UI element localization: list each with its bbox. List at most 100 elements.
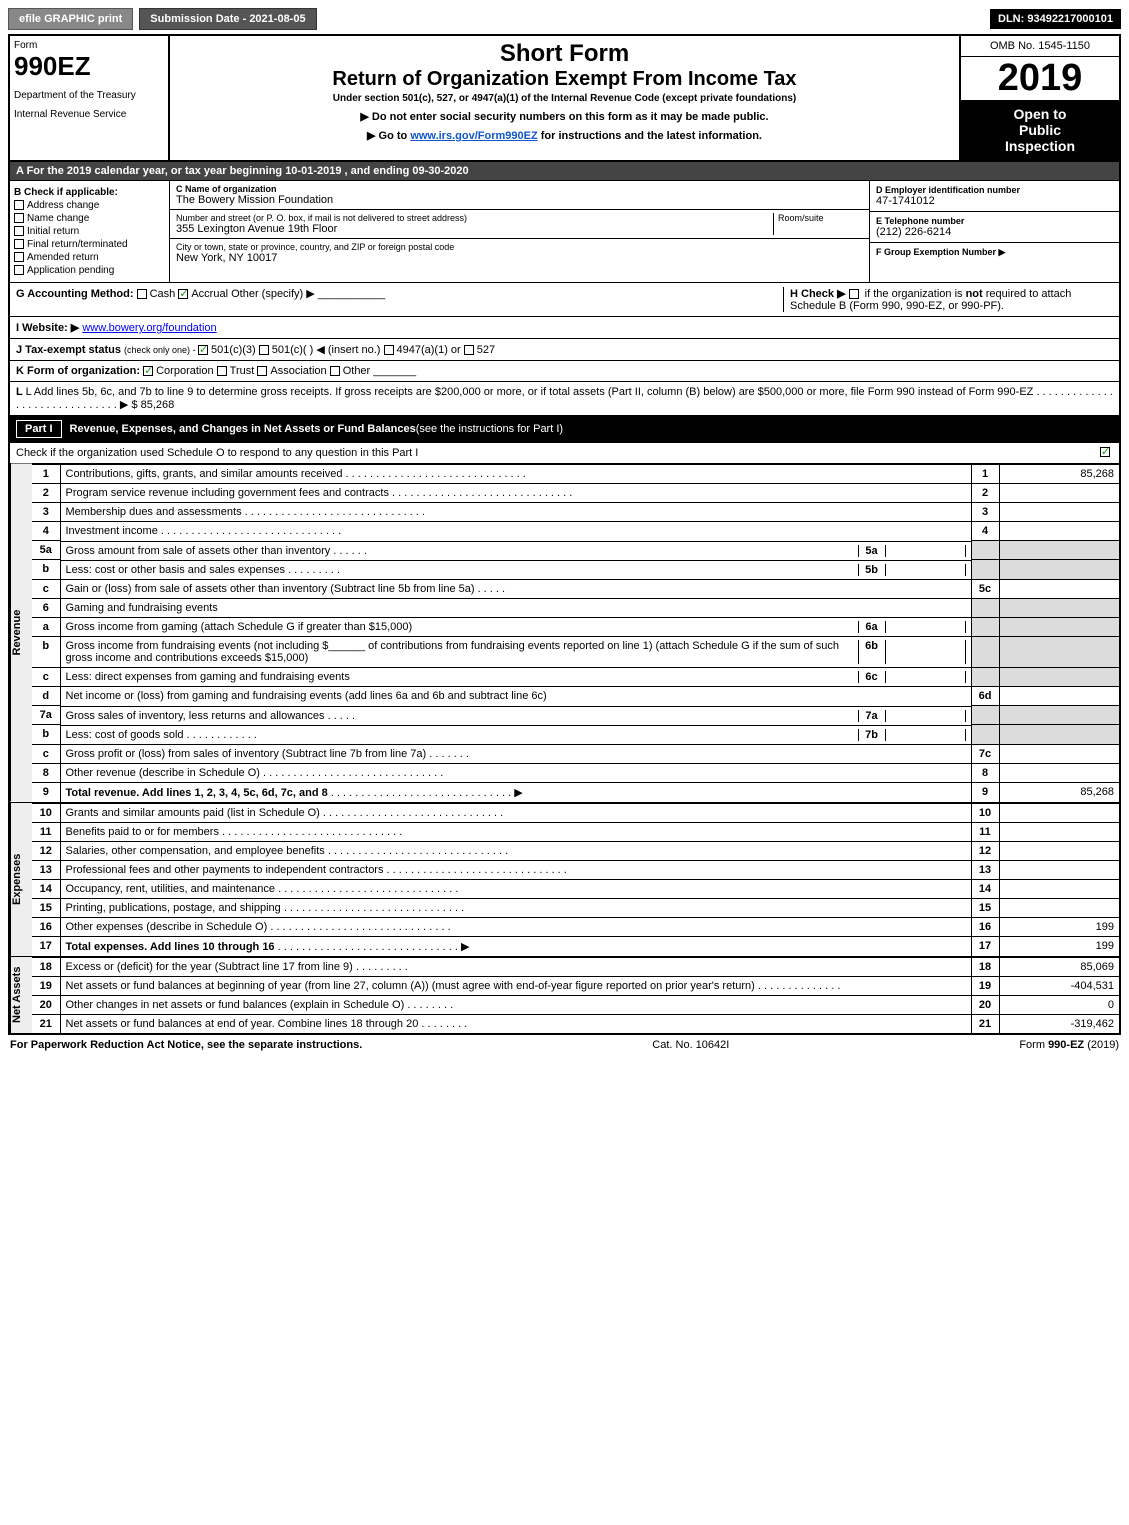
checkbox-icon[interactable] — [178, 289, 188, 299]
chk-label: Name change — [27, 213, 89, 224]
line-7a: 7a Gross sales of inventory, less returns… — [32, 706, 1119, 725]
street-row: Number and street (or P. O. box, if mail… — [170, 210, 869, 239]
goto-post: for instructions and the latest informat… — [538, 130, 762, 142]
chk-final-return[interactable]: Final return/terminated — [14, 239, 165, 250]
box-b-heading: B Check if applicable: — [14, 187, 165, 198]
j-501c3: 501(c)(3) — [211, 344, 256, 356]
form-frame: Form 990EZ Department of the Treasury In… — [8, 34, 1121, 1035]
chk-label: Address change — [27, 200, 99, 211]
checkbox-icon[interactable] — [330, 366, 340, 376]
sub-numlab: 7a — [858, 710, 886, 722]
line-text: Total expenses. Add lines 10 through 16 — [66, 941, 275, 953]
line-19: 19 Net assets or fund balances at beginni… — [32, 976, 1119, 995]
line-5a: 5aGross amount from sale of assets other… — [32, 541, 1119, 560]
checkbox-icon[interactable] — [257, 366, 267, 376]
amt: 199 — [999, 936, 1119, 956]
line-text: Excess or (deficit) for the year (Subtra… — [66, 961, 353, 973]
chk-label: Amended return — [27, 252, 99, 263]
sub-numlab: 6b — [858, 640, 886, 664]
numlab: 7c — [971, 744, 999, 763]
amt — [999, 803, 1119, 822]
checkbox-icon[interactable] — [14, 265, 24, 275]
line-3: 3Membership dues and assessments3 — [32, 503, 1119, 522]
line-4: 4Investment income4 — [32, 522, 1119, 541]
title-return: Return of Organization Exempt From Incom… — [178, 68, 951, 91]
amt — [999, 579, 1119, 598]
label-street: Number and street (or P. O. box, if mail… — [176, 213, 773, 223]
checkbox-icon[interactable] — [217, 366, 227, 376]
numlab: 9 — [971, 782, 999, 802]
label-website: I Website: ▶ — [16, 322, 79, 334]
chk-amended-return[interactable]: Amended return — [14, 252, 165, 263]
irs-link[interactable]: www.irs.gov/Form990EZ — [410, 130, 537, 142]
checkbox-icon[interactable] — [464, 345, 474, 355]
checkbox-icon[interactable] — [1100, 447, 1110, 457]
line-6b: bGross income from fundraising events (n… — [32, 636, 1119, 667]
line-text: Less: cost of goods sold — [66, 729, 184, 741]
website-link[interactable]: www.bowery.org/foundation — [82, 322, 216, 334]
row-gh: G Accounting Method: Cash Accrual Other … — [10, 283, 1119, 317]
checkbox-icon[interactable] — [14, 226, 24, 236]
line-6a: aGross income from gaming (attach Schedu… — [32, 617, 1119, 636]
checkbox-icon[interactable] — [14, 200, 24, 210]
line-text: Professional fees and other payments to … — [66, 864, 384, 876]
chk-application-pending[interactable]: Application pending — [14, 265, 165, 276]
line-text: Other changes in net assets or fund bala… — [66, 999, 405, 1011]
checkbox-icon[interactable] — [14, 239, 24, 249]
amt — [999, 860, 1119, 879]
checkbox-icon[interactable] — [198, 345, 208, 355]
chk-address-change[interactable]: Address change — [14, 200, 165, 211]
checkbox-icon[interactable] — [137, 289, 147, 299]
sub-numlab: 6a — [858, 621, 886, 633]
line-text: Net assets or fund balances at beginning… — [66, 980, 755, 992]
chk-label: Final return/terminated — [27, 239, 128, 250]
line-text: Total revenue. Add lines 1, 2, 3, 4, 5c,… — [66, 787, 328, 799]
line-text: Less: cost or other basis and sales expe… — [66, 564, 286, 576]
org-name-row: C Name of organization The Bowery Missio… — [170, 181, 869, 210]
amt — [999, 522, 1119, 541]
opt-cash: Cash — [150, 288, 176, 300]
ln: 19 — [32, 976, 60, 995]
org-name: The Bowery Mission Foundation — [176, 194, 333, 206]
efile-print-button[interactable]: efile GRAPHIC print — [8, 8, 133, 30]
checkbox-icon[interactable] — [14, 213, 24, 223]
h-pre: H Check ▶ — [790, 288, 846, 300]
checkbox-icon[interactable] — [14, 252, 24, 262]
box-def: D Employer identification number 47-1741… — [869, 181, 1119, 282]
numlab: 14 — [971, 879, 999, 898]
ln: c — [32, 579, 60, 598]
footer-right-post: (2019) — [1084, 1039, 1119, 1051]
checkbox-icon[interactable] — [849, 289, 859, 299]
numlab: 10 — [971, 803, 999, 822]
j-small: (check only one) - — [124, 345, 198, 355]
line-text: Gross sales of inventory, less returns a… — [66, 710, 325, 722]
numlab — [971, 667, 999, 687]
row-k: K Form of organization: Corporation Trus… — [10, 361, 1119, 382]
line-text: Occupancy, rent, utilities, and maintena… — [66, 883, 276, 895]
k-assoc: Association — [270, 365, 326, 377]
numlab — [971, 725, 999, 745]
chk-label: Application pending — [27, 265, 114, 276]
netassets-side-label: Net Assets — [10, 957, 32, 1033]
row-g: G Accounting Method: Cash Accrual Other … — [16, 287, 783, 312]
numlab — [971, 636, 999, 667]
amt — [999, 822, 1119, 841]
checkbox-icon[interactable] — [259, 345, 269, 355]
title-short-form: Short Form — [178, 40, 951, 68]
netassets-section: Net Assets 18Excess or (deficit) for the… — [10, 957, 1119, 1033]
line-10: 10Grants and similar amounts paid (list … — [32, 803, 1119, 822]
phone-value: (212) 226-6214 — [876, 226, 1113, 238]
numlab — [971, 617, 999, 636]
h-not: not — [966, 288, 983, 300]
line-text: Other revenue (describe in Schedule O) — [66, 767, 260, 779]
opt-accrual: Accrual — [191, 288, 228, 300]
line-11: 11Benefits paid to or for members11 — [32, 822, 1119, 841]
chk-initial-return[interactable]: Initial return — [14, 226, 165, 237]
open-line3: Inspection — [967, 138, 1113, 154]
ln: 10 — [32, 803, 60, 822]
checkbox-icon[interactable] — [384, 345, 394, 355]
numlab — [971, 541, 999, 560]
revenue-table: 1Contributions, gifts, grants, and simil… — [32, 464, 1119, 802]
chk-name-change[interactable]: Name change — [14, 213, 165, 224]
checkbox-icon[interactable] — [143, 366, 153, 376]
